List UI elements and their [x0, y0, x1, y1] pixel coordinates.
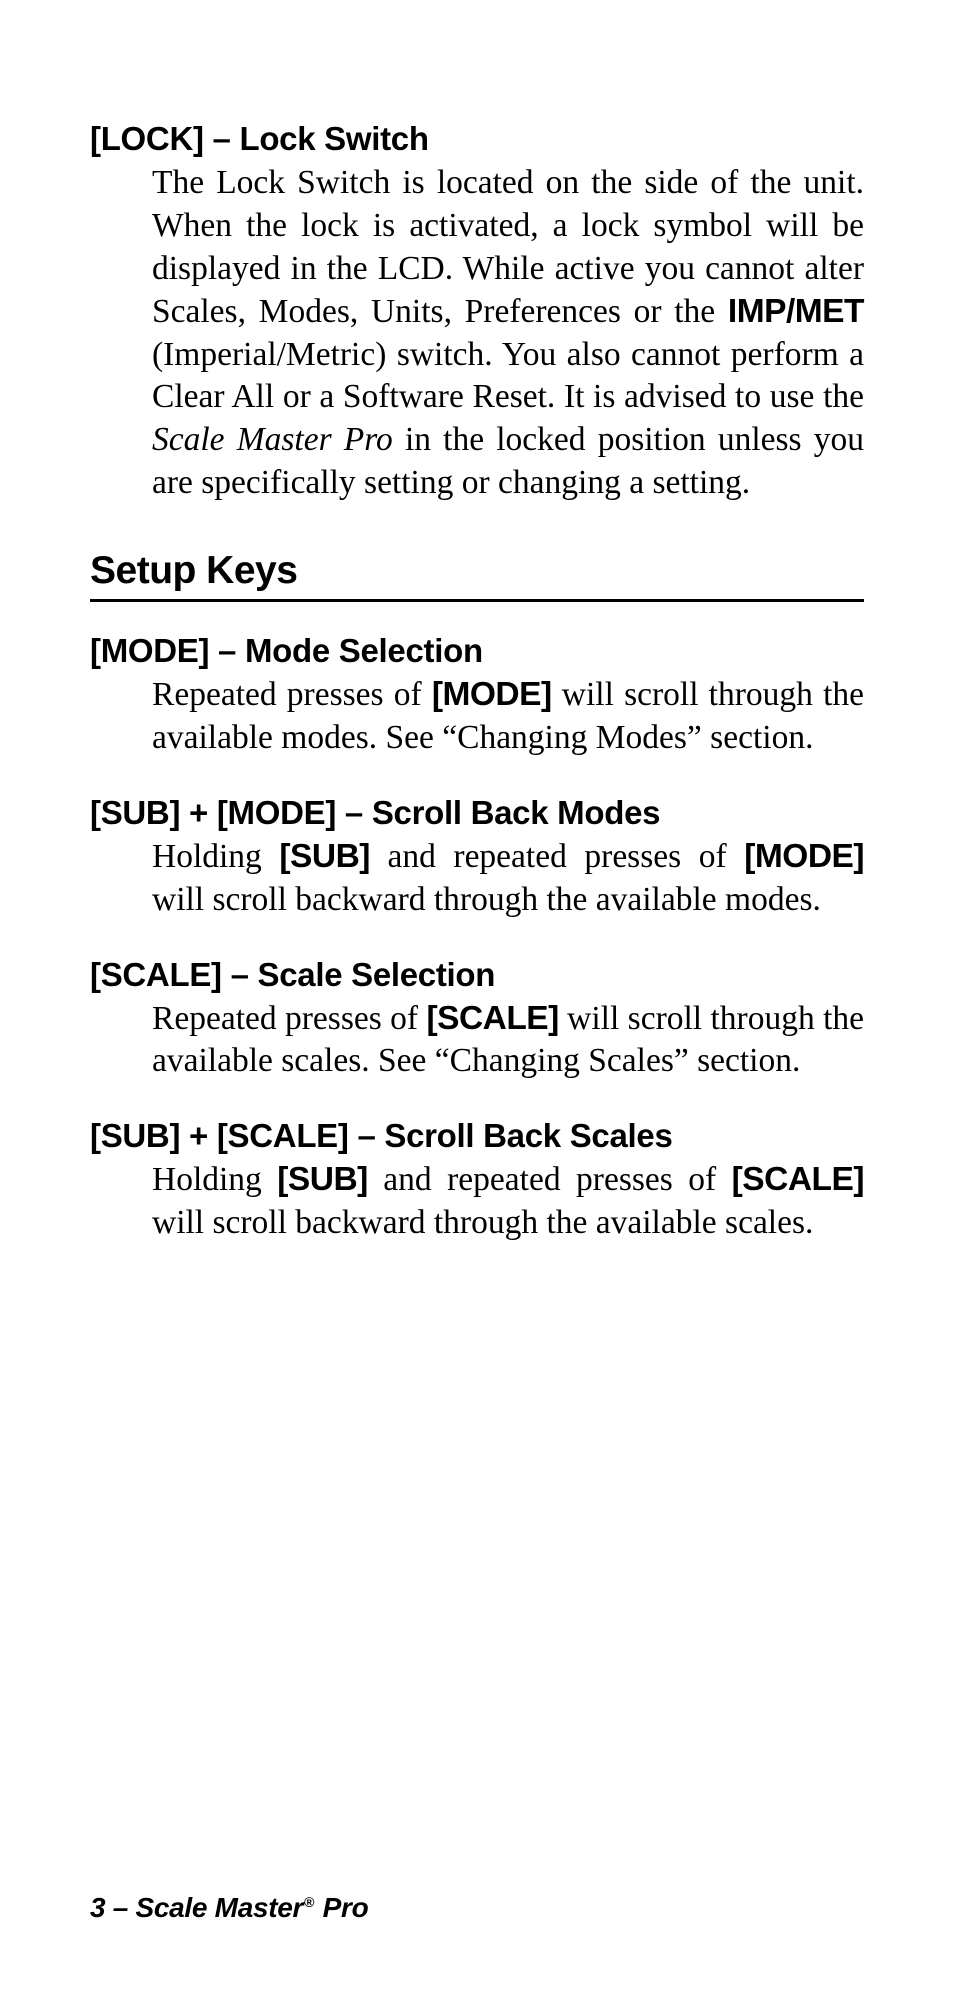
- entry: [SUB] + [SCALE] – Scroll Back Scales Hold…: [90, 1117, 864, 1245]
- text-run: Holding: [152, 838, 279, 875]
- text-run: IMP/: [728, 293, 795, 330]
- entry-title: [SUB] + [MODE] – Scroll Back Modes: [90, 794, 864, 832]
- entry: [MODE] – Mode Selection Repeated presses …: [90, 632, 864, 760]
- text-run: Repeated presses of: [152, 676, 432, 713]
- manual-page: [LOCK] – Lock Switch The Lock Switch is l…: [0, 0, 954, 2006]
- entry-body: Repeated presses of [MODE] will scroll t…: [152, 674, 864, 760]
- page-footer: 3 – Scale Master® Pro: [90, 1892, 368, 1924]
- entry-body: Holding [SUB] and repeated presses of [S…: [152, 1159, 864, 1245]
- text-run: [SUB]: [277, 1161, 368, 1198]
- footer-page-number: 3: [90, 1892, 105, 1923]
- entry-title: [SUB] + [SCALE] – Scroll Back Scales: [90, 1117, 864, 1155]
- text-run: Scale Master Pro: [152, 421, 393, 458]
- text-run: [SCALE]: [732, 1161, 864, 1198]
- entry-body: The Lock Switch is located on the side o…: [152, 162, 864, 505]
- entry-title: [SCALE] – Scale Selection: [90, 956, 864, 994]
- registered-icon: ®: [304, 1894, 314, 1910]
- text-run: will scroll backward through the availab…: [152, 1204, 813, 1241]
- text-run: [SCALE]: [426, 1000, 558, 1037]
- text-run: and repeated presses of: [368, 1161, 732, 1198]
- entry: [LOCK] – Lock Switch The Lock Switch is l…: [90, 120, 864, 505]
- entry-title: [MODE] – Mode Selection: [90, 632, 864, 670]
- text-run: Repeated presses of: [152, 1000, 426, 1037]
- section-heading-setup-keys: Setup Keys: [90, 549, 864, 602]
- setup-entries: [MODE] – Mode Selection Repeated presses …: [90, 632, 864, 1245]
- text-run: Holding: [152, 1161, 277, 1198]
- entry-body: Repeated presses of [SCALE] will scroll …: [152, 998, 864, 1084]
- text-run: [SUB]: [279, 838, 370, 875]
- entry-title: [LOCK] – Lock Switch: [90, 120, 864, 158]
- footer-product-pre: Scale Master: [136, 1892, 304, 1923]
- text-run: [MODE]: [744, 838, 864, 875]
- top-entries: [LOCK] – Lock Switch The Lock Switch is l…: [90, 120, 864, 505]
- footer-separator: –: [105, 1892, 135, 1923]
- text-run: (Imperial/Metric) switch. You also canno…: [152, 336, 864, 416]
- text-run: and repeated presses of: [370, 838, 744, 875]
- text-run: MET: [795, 293, 864, 330]
- entry-body: Holding [SUB] and repeated presses of [M…: [152, 836, 864, 922]
- entry: [SUB] + [MODE] – Scroll Back Modes Holdin…: [90, 794, 864, 922]
- footer-product-post: Pro: [315, 1892, 368, 1923]
- entry: [SCALE] – Scale Selection Repeated presse…: [90, 956, 864, 1084]
- text-run: will scroll backward through the availab…: [152, 881, 821, 918]
- text-run: [MODE]: [432, 676, 552, 713]
